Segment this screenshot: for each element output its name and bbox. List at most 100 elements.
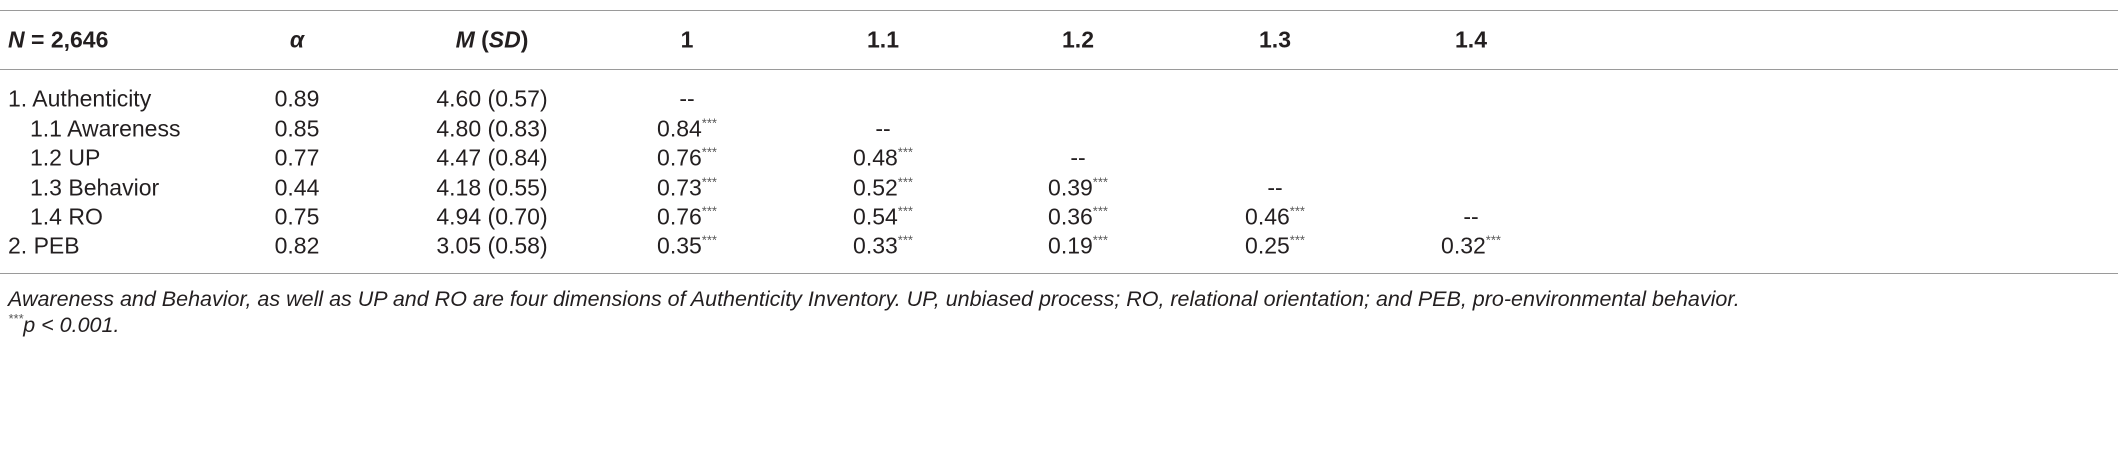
text-segment: α: [289, 26, 305, 53]
text-segment: 1.4: [1455, 26, 1487, 53]
header-cell: M (SD): [456, 27, 529, 54]
data-cell: 0.19***: [1048, 233, 1108, 260]
significance-marker: ***: [1092, 174, 1108, 190]
footnote-line: Awareness and Behavior, as well as UP an…: [8, 287, 1740, 312]
cell-value: 0.46: [1245, 203, 1290, 230]
significance-marker: ***: [1092, 232, 1108, 248]
data-cell: 0.48***: [853, 145, 913, 172]
data-cell: 0.52***: [853, 175, 913, 202]
data-cell: 0.73***: [657, 175, 717, 202]
significance-marker: ***: [897, 174, 913, 190]
cell-value: 0.33: [853, 232, 898, 259]
cell-value: 0.84: [657, 115, 702, 142]
data-cell: 0.85: [275, 116, 320, 143]
data-cell: 4.94 (0.70): [436, 204, 547, 231]
cell-value: 0.39: [1048, 174, 1093, 201]
cell-value: --: [1463, 203, 1479, 230]
cell-value: 4.60 (0.57): [436, 85, 548, 112]
row-label: 1.1 Awareness: [30, 115, 181, 142]
text-segment: 1.3: [1259, 26, 1291, 53]
significance-marker: ***: [1092, 203, 1108, 219]
data-cell: --: [679, 86, 694, 113]
header-cell: 1.1: [867, 27, 899, 54]
row-label: 1.3 Behavior: [30, 174, 160, 201]
significance-marker: ***: [701, 115, 717, 131]
data-cell: 0.84***: [657, 116, 717, 143]
top-rule: [0, 10, 2118, 11]
data-cell: --: [875, 116, 890, 143]
data-cell: 4.80 (0.83): [436, 116, 547, 143]
significance-marker: ***: [897, 144, 913, 160]
text-segment: ): [520, 26, 529, 53]
header-cell: 1.4: [1455, 27, 1487, 54]
cell-value: 4.80 (0.83): [436, 115, 548, 142]
cell-value: 0.89: [274, 85, 320, 112]
significance-marker: ***: [897, 203, 913, 219]
cell-value: 0.48: [853, 144, 898, 171]
data-cell: 0.39***: [1048, 175, 1108, 202]
row-label: 1.4 RO: [30, 203, 103, 230]
cell-value: 4.47 (0.84): [436, 144, 548, 171]
text-segment: 1.2: [1062, 26, 1094, 53]
cell-value: 4.18 (0.55): [436, 174, 548, 201]
significance-marker: ***: [1485, 232, 1501, 248]
cell-value: 0.75: [274, 203, 320, 230]
header-cell: N = 2,646: [8, 27, 108, 54]
text-segment: 1: [680, 26, 694, 53]
significance-marker: ***: [701, 174, 717, 190]
text-segment: = 2,646: [24, 26, 109, 53]
superscript: ***: [8, 311, 24, 326]
cell-value: 0.82: [274, 232, 320, 259]
data-cell: 0.25***: [1245, 233, 1305, 260]
cell-value: 0.73: [657, 174, 702, 201]
data-cell: 0.46***: [1245, 204, 1305, 231]
data-cell: 0.89: [275, 86, 320, 113]
cell-value: 0.25: [1245, 232, 1290, 259]
cell-value: 4.94 (0.70): [436, 203, 548, 230]
data-cell: 0.75: [275, 204, 320, 231]
cell-value: 3.05 (0.58): [436, 232, 548, 259]
data-cell: 0.33***: [853, 233, 913, 260]
header-cell: 1.3: [1259, 27, 1291, 54]
header-cell: 1.2: [1062, 27, 1094, 54]
data-cell: 0.54***: [853, 204, 913, 231]
row-label: 1. Authenticity: [8, 85, 152, 112]
significance-marker: ***: [897, 232, 913, 248]
row-label: 1.2 UP: [30, 144, 101, 171]
data-cell: 3.05 (0.58): [436, 233, 547, 260]
cell-value: 0.19: [1048, 232, 1093, 259]
data-cell: 0.76***: [657, 145, 717, 172]
cell-value: 0.36: [1048, 203, 1093, 230]
cell-value: 0.54: [853, 203, 898, 230]
significance-marker: ***: [701, 144, 717, 160]
cell-value: --: [875, 115, 891, 142]
header-cell: α: [290, 27, 304, 54]
data-cell: 0.36***: [1048, 204, 1108, 231]
data-cell: --: [1463, 204, 1478, 231]
cell-value: --: [1070, 144, 1086, 171]
data-cell: 0.35***: [657, 233, 717, 260]
data-cell: 0.76***: [657, 204, 717, 231]
bottom-rule: [0, 273, 2118, 274]
significance-marker: ***: [1289, 232, 1305, 248]
header-rule: [0, 69, 2118, 70]
row-label: 2. PEB: [8, 232, 80, 259]
cell-value: --: [679, 85, 695, 112]
data-cell: 0.32***: [1441, 233, 1501, 260]
cell-value: 0.76: [657, 203, 702, 230]
data-cell: 4.60 (0.57): [436, 86, 547, 113]
text-segment: p < 0.001.: [23, 313, 120, 337]
significance-marker: ***: [701, 203, 717, 219]
cell-value: 0.35: [657, 232, 702, 259]
cell-value: 0.76: [657, 144, 702, 171]
data-cell: 4.47 (0.84): [436, 145, 547, 172]
cell-value: --: [1267, 174, 1283, 201]
data-cell: --: [1070, 145, 1085, 172]
footnote-line: ***p < 0.001.: [8, 311, 120, 338]
cell-value: 0.44: [274, 174, 320, 201]
data-cell: --: [1267, 175, 1282, 202]
data-cell: 4.18 (0.55): [436, 175, 547, 202]
text-segment: M: [455, 26, 475, 53]
significance-marker: ***: [1289, 203, 1305, 219]
